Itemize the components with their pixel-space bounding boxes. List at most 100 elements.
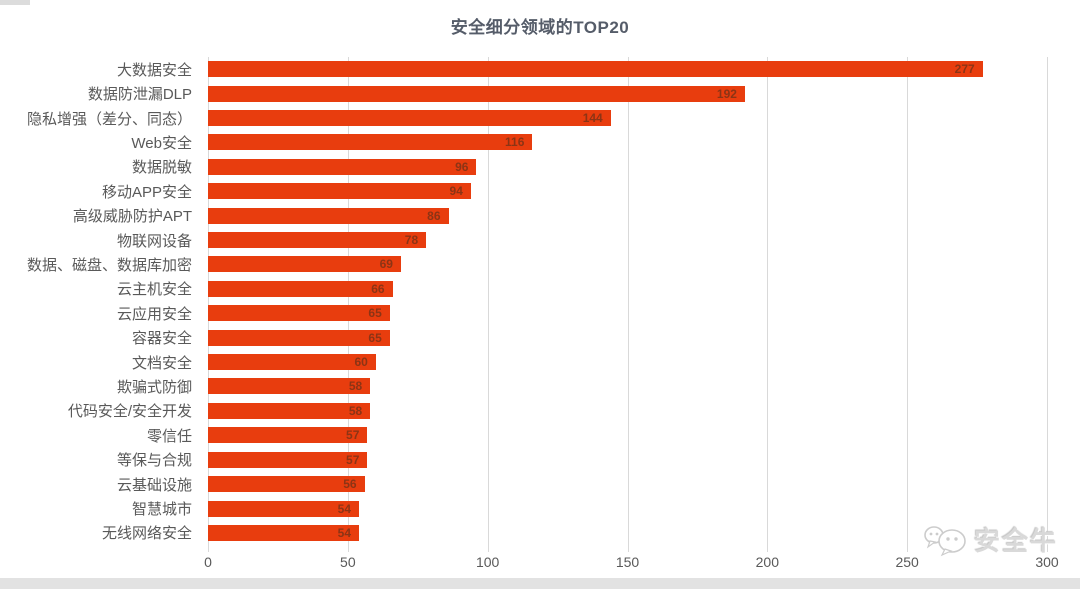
bar: 96	[208, 158, 477, 175]
bar-value-label: 277	[954, 62, 975, 77]
category-label: 隐私增强（差分、同态）	[26, 110, 192, 128]
bar: 56	[208, 476, 365, 493]
x-axis-tick-label: 200	[755, 554, 780, 570]
bar-value-label: 192	[716, 86, 737, 101]
bar: 60	[208, 354, 376, 371]
category-label: 等保与合规	[116, 452, 192, 470]
watermark-brand: 安全牛	[973, 526, 1058, 556]
bar-value-label: 116	[505, 135, 525, 150]
gridline	[347, 57, 349, 552]
bar: 277	[208, 61, 983, 78]
category-label: 高级威胁防护APT	[72, 208, 192, 226]
bar: 65	[208, 305, 390, 322]
bar-row: 57	[208, 423, 1047, 447]
x-axis-tick-label: 100	[475, 554, 500, 570]
bar: 144	[208, 110, 611, 127]
bar-row: 144	[208, 106, 1047, 130]
bar-row: 96	[208, 155, 1047, 179]
bar-row: 54	[208, 521, 1047, 545]
x-axis-tick-label: 150	[615, 554, 640, 570]
category-label: 文档安全	[131, 354, 192, 372]
bar-value-label: 54	[337, 501, 352, 516]
bar-value-label: 94	[449, 184, 463, 199]
gridline	[627, 57, 629, 552]
category-label: 云应用安全	[116, 305, 192, 323]
category-label: 物联网设备	[116, 232, 192, 250]
bar-row: 54	[208, 496, 1047, 520]
bar: 54	[208, 524, 360, 541]
bar-row: 94	[208, 179, 1047, 203]
bar: 65	[208, 329, 390, 346]
bar-row: 78	[208, 228, 1047, 252]
bar-row: 66	[208, 277, 1047, 301]
bar: 86	[208, 207, 449, 224]
bottom-strip	[0, 578, 1080, 589]
bar-row: 277	[208, 57, 1047, 81]
category-label: 容器安全	[131, 330, 192, 348]
bar: 58	[208, 402, 371, 419]
bar-value-label: 96	[455, 159, 469, 174]
category-axis: 大数据安全数据防泄漏DLP 隐私增强（差分、同态） Web安全数据脱敏移动APP安全…	[0, 57, 200, 545]
chart-title: 安全细分领域的TOP20	[450, 18, 630, 37]
bar-value-label: 58	[348, 379, 363, 394]
plot-area: 277 192 144 116 96 94 86 78 69 66 65 65 60 58 58 57 57 56…	[208, 57, 1048, 552]
category-label: 欺骗式防御	[116, 378, 192, 396]
bar-row: 65	[208, 301, 1047, 325]
bar-value-label: 60	[354, 355, 368, 370]
x-axis-tick-label: 300	[1035, 554, 1059, 570]
category-label: 代码安全/安全开发	[67, 403, 192, 421]
watermark: 安全牛	[923, 521, 1058, 558]
x-axis-tick-label: 250	[895, 554, 919, 570]
value-axis: 0 50 100 150 200 250 300	[204, 554, 1059, 574]
bar-row: 192	[208, 81, 1047, 105]
category-label: 无线网络安全	[101, 525, 192, 543]
bar-row: 58	[208, 374, 1047, 398]
bar: 54	[208, 500, 360, 517]
x-axis-tick-label: 50	[340, 554, 356, 570]
bar-value-label: 65	[368, 306, 382, 321]
bar-value-label: 69	[379, 257, 393, 272]
bar-row: 86	[208, 203, 1047, 227]
category-label: 数据脱敏	[131, 159, 192, 177]
category-label: 数据、磁盘、数据库加密	[26, 256, 192, 274]
bar-row: 69	[208, 252, 1047, 276]
bar-value-label: 86	[427, 208, 441, 223]
wechat-chat-bubbles-icon	[924, 525, 966, 556]
category-label: 移动APP安全	[101, 183, 192, 201]
category-label: 智慧城市	[131, 501, 192, 519]
bar-value-label: 54	[337, 525, 352, 540]
bar-row: 65	[208, 325, 1047, 349]
category-label: 大数据安全	[116, 61, 192, 79]
x-axis-tick-label: 0	[204, 554, 212, 570]
category-label: 云基础设施	[116, 476, 192, 494]
bar-value-label: 58	[348, 403, 363, 418]
bar: 57	[208, 427, 368, 444]
bar: 192	[208, 85, 745, 102]
bar: 58	[208, 378, 371, 395]
bar: 116	[208, 134, 533, 151]
category-label: Web安全	[131, 134, 192, 152]
bar: 78	[208, 232, 427, 249]
gridline	[767, 57, 769, 552]
bar-value-label: 65	[368, 330, 382, 345]
gridline	[208, 57, 209, 552]
category-label: 数据防泄漏DLP	[87, 86, 192, 104]
corner-artifact	[0, 0, 30, 5]
bar-value-label: 66	[371, 281, 385, 296]
bar: 66	[208, 280, 393, 297]
category-label: 零信任	[146, 427, 192, 445]
bars-container: 277 192 144 116 96 94 86 78 69 66 65 65 60 58 58 57 57 56…	[208, 57, 1047, 545]
gridline	[907, 57, 909, 552]
bar-row: 56	[208, 472, 1047, 496]
bar-row: 58	[208, 399, 1047, 423]
bar-value-label: 57	[346, 428, 360, 443]
bar-row: 57	[208, 448, 1047, 472]
bar: 69	[208, 256, 401, 273]
gridline	[487, 57, 489, 552]
bar-value-label: 56	[343, 477, 357, 492]
bar-value-label: 57	[346, 452, 360, 467]
bar-value-label: 144	[582, 111, 603, 126]
bar-row: 60	[208, 350, 1047, 374]
bar-row: 116	[208, 130, 1047, 154]
